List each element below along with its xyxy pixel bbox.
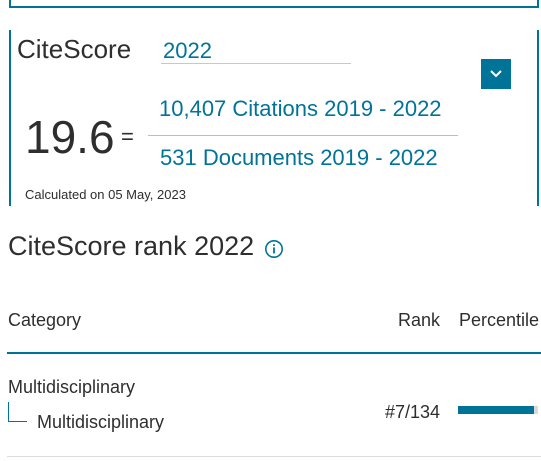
chevron-down-icon [490,70,502,78]
category-parent: Multidisciplinary [8,377,136,397]
tree-connector [8,402,27,422]
citescore-value: 19.6 [25,111,115,163]
citescore-rank-title: CiteScore rank 2022 [8,231,255,261]
documents-link[interactable]: 531 Documents 2019 - 2022 [160,145,438,170]
percentile-bar-fill [458,406,534,414]
equals-sign: = [121,124,134,149]
citescore-title: CiteScore [17,34,132,64]
year-select-value: 2022 [163,38,212,63]
rank-value: #7/134 [385,402,441,422]
column-header-percentile: Percentile [459,310,540,330]
year-select[interactable]: 2022 [161,36,511,89]
previous-section-box [9,0,539,8]
year-dropdown-button[interactable] [481,59,511,89]
table-header-divider [7,352,541,354]
table-bottom-divider [7,456,541,457]
citations-link[interactable]: 10,407 Citations 2019 - 2022 [159,96,442,121]
percentile-bar [458,406,538,414]
calculated-date: Calculated on 05 May, 2023 [25,187,186,202]
column-header-rank: Rank [398,310,441,330]
fraction-line [148,135,458,136]
category-child: Multidisciplinary [37,412,165,432]
info-icon[interactable] [264,239,284,259]
column-header-category: Category [8,310,82,330]
citescore-panel [9,30,539,206]
